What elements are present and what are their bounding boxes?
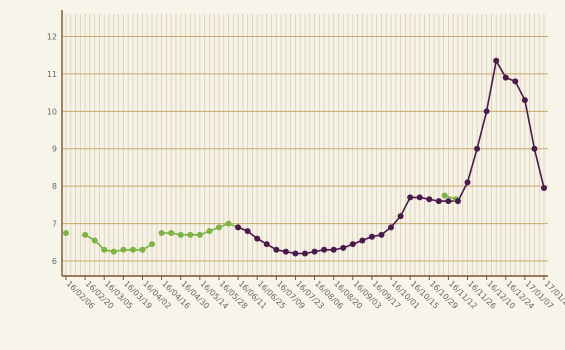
data-point <box>349 241 356 248</box>
data-point <box>416 194 423 201</box>
y-tick-label: 10 <box>47 107 57 116</box>
data-point <box>235 224 242 231</box>
data-point <box>502 74 509 81</box>
data-point <box>177 231 184 238</box>
data-point <box>407 194 414 201</box>
data-point <box>302 250 308 257</box>
data-point <box>158 229 165 236</box>
data-point <box>168 229 175 236</box>
y-tick-label: 9 <box>52 145 57 154</box>
data-point <box>512 78 519 85</box>
data-point <box>388 224 395 231</box>
y-tick-label: 6 <box>52 257 57 266</box>
data-point <box>359 237 366 244</box>
data-point <box>493 57 500 64</box>
data-point <box>254 235 261 242</box>
data-point <box>445 198 452 205</box>
data-point <box>474 145 481 152</box>
y-tick-label: 7 <box>52 220 57 229</box>
data-point <box>215 224 222 231</box>
data-point <box>340 244 347 251</box>
data-point <box>464 179 471 186</box>
data-point <box>330 246 337 253</box>
y-tick-label: 12 <box>47 32 57 41</box>
data-point <box>206 228 213 235</box>
data-point <box>63 229 69 236</box>
data-point <box>378 231 385 238</box>
data-point <box>397 213 404 220</box>
data-point <box>321 246 328 253</box>
data-point <box>292 250 299 257</box>
data-point <box>368 233 375 240</box>
data-point <box>225 220 232 227</box>
data-point <box>187 231 194 238</box>
data-point <box>82 231 89 238</box>
data-point <box>483 108 490 115</box>
data-point <box>149 241 156 248</box>
data-point <box>263 241 270 248</box>
data-point <box>521 97 528 104</box>
data-point <box>244 228 251 235</box>
data-point <box>120 246 127 253</box>
data-point <box>282 248 289 255</box>
data-point <box>426 196 433 203</box>
data-point <box>139 246 146 253</box>
data-point <box>541 185 547 192</box>
data-point <box>273 246 280 253</box>
data-point <box>311 248 318 255</box>
data-point <box>101 246 108 253</box>
data-point <box>454 198 461 205</box>
data-point <box>129 246 136 253</box>
data-point <box>196 231 203 238</box>
data-point <box>531 145 538 152</box>
y-tick-label: 11 <box>47 70 57 79</box>
data-point <box>435 198 442 205</box>
data-point <box>110 248 117 255</box>
data-point <box>441 192 448 199</box>
y-tick-label: 8 <box>52 182 57 191</box>
data-point <box>91 237 98 244</box>
